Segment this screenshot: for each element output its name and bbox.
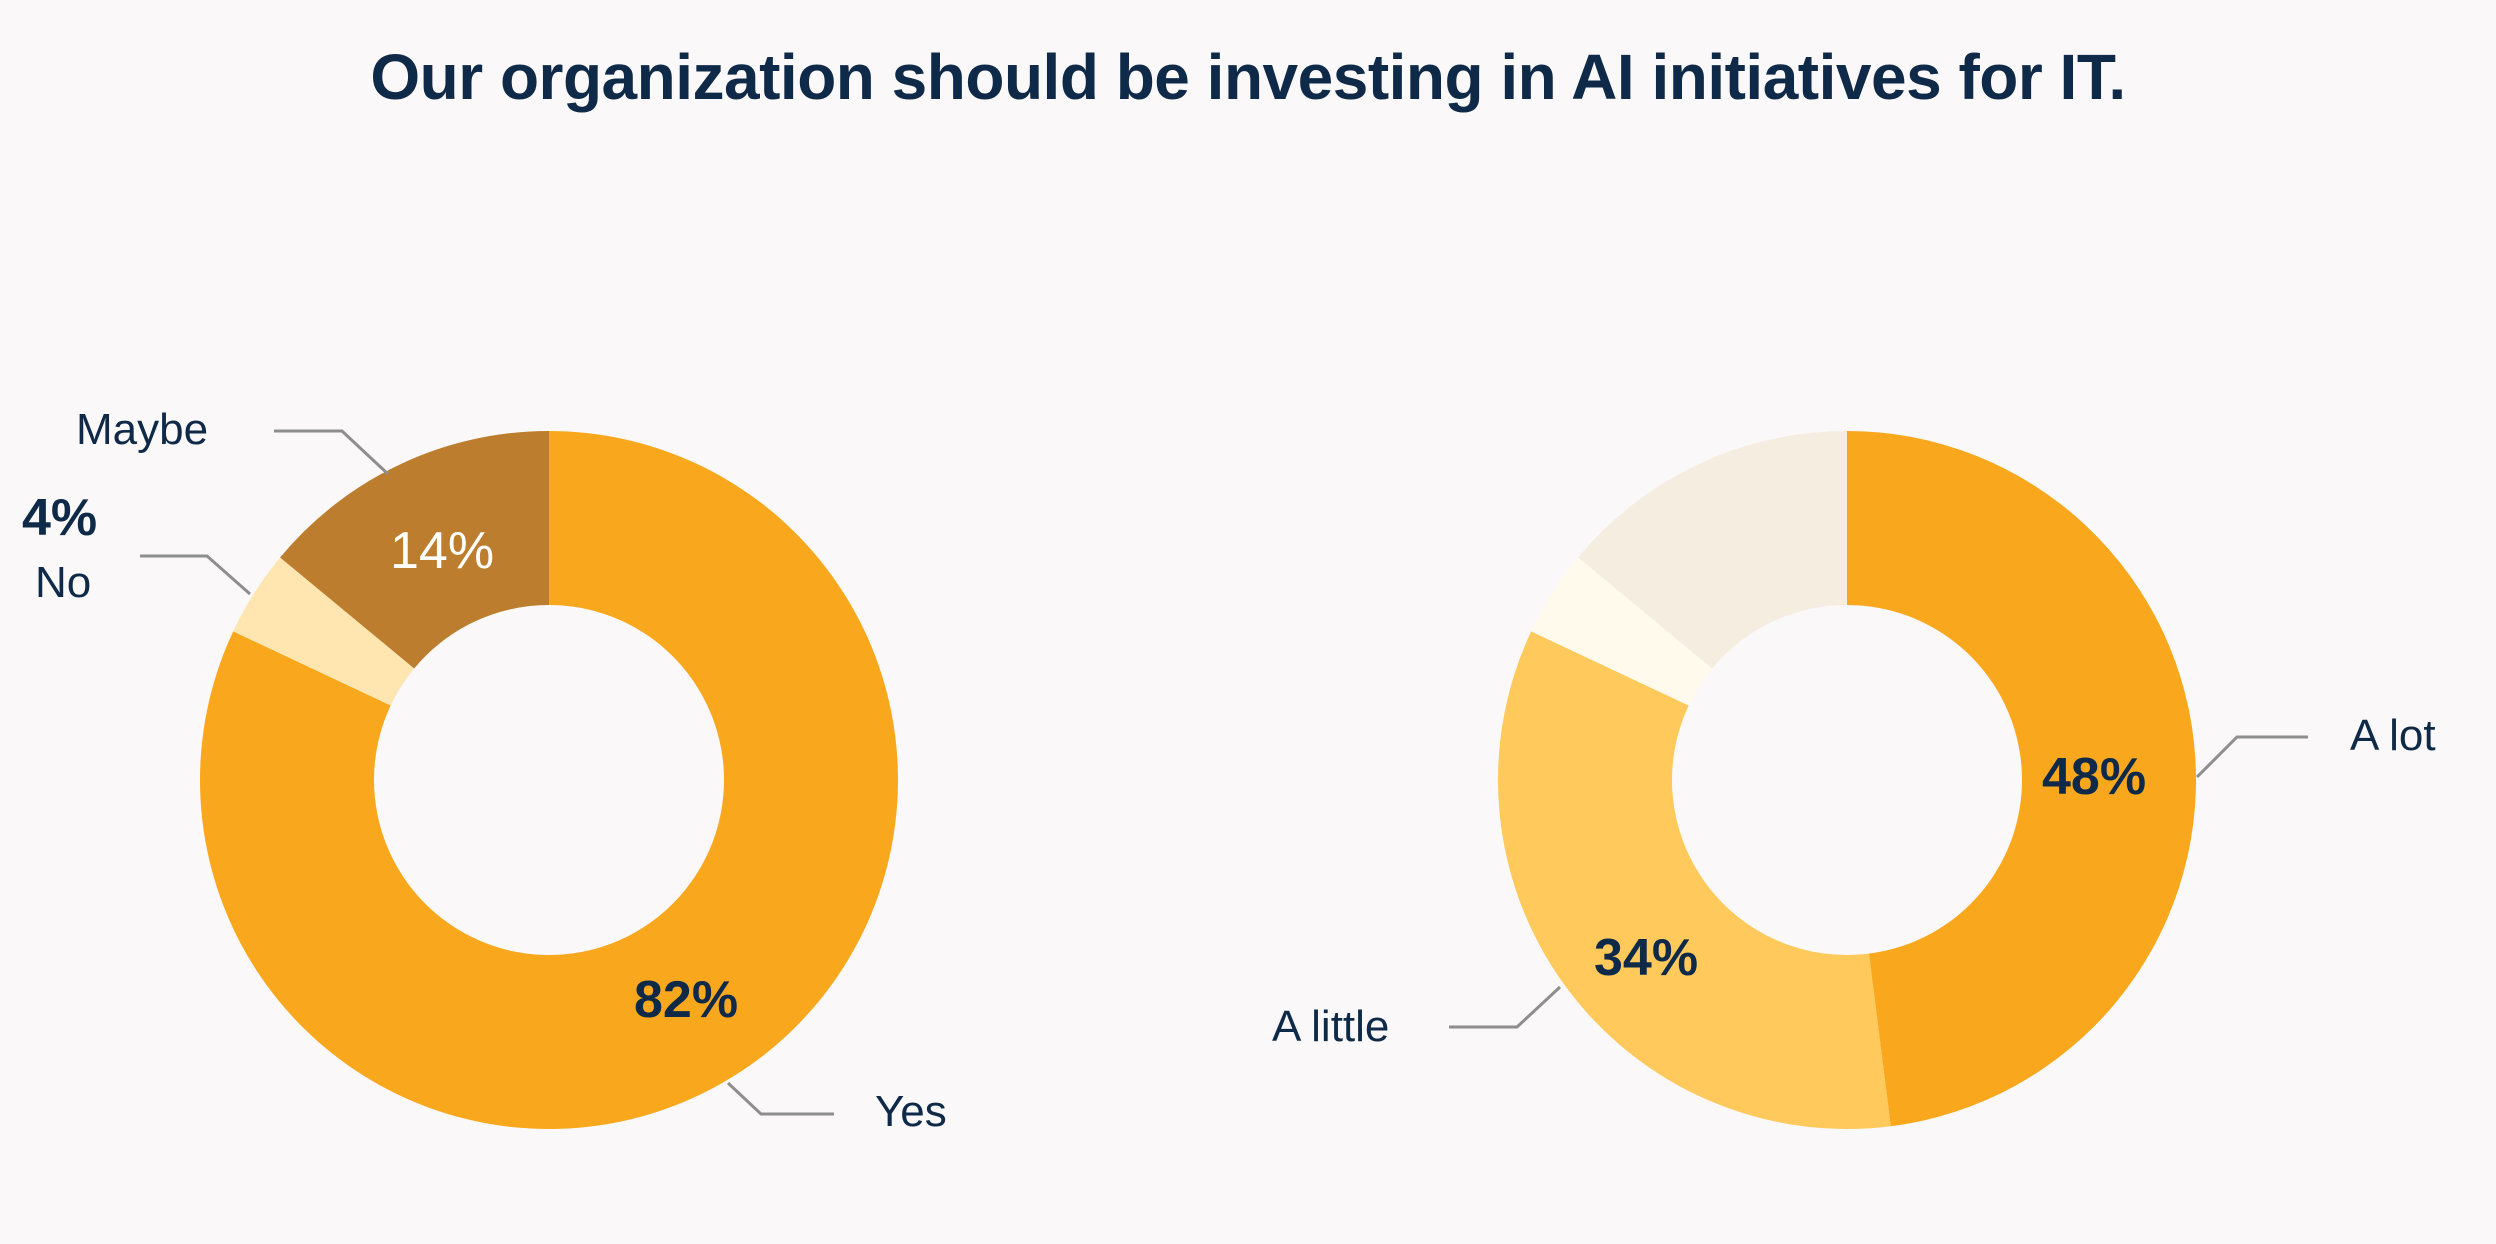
leader-line-maybe (274, 429, 390, 476)
slice-no (233, 557, 415, 706)
label-yes: Yes (875, 1087, 947, 1136)
label-maybe: Maybe (76, 405, 209, 454)
slice-yes (199, 431, 898, 1129)
leader-lines (140, 429, 2308, 1116)
value-maybe: 14% (390, 522, 495, 580)
chart-title: Our organization should be investing in … (370, 41, 2126, 113)
slice-unlabeled-3 (1578, 431, 1847, 669)
slice-a-little (1498, 631, 1891, 1129)
leader-line-a-lot (2195, 735, 2308, 779)
value-no: 4% (22, 489, 98, 547)
label-a-lot: A lot (2350, 711, 2436, 760)
leader-line-a-little (1449, 985, 1562, 1029)
value-a-lot: 48% (2042, 748, 2147, 806)
leader-line-no (140, 554, 251, 596)
donut-chart-left (199, 431, 898, 1129)
slice-a-lot (1847, 430, 2197, 1127)
value-a-little: 34% (1594, 929, 1699, 987)
label-no: No (35, 558, 92, 607)
slice-maybe (280, 431, 549, 669)
label-a-little: A little (1272, 1002, 1390, 1051)
donut-chart-right (1498, 430, 2197, 1129)
leader-line-yes (726, 1081, 834, 1116)
slice-unlabeled-2 (1531, 557, 1713, 706)
value-yes: 82% (634, 971, 739, 1029)
